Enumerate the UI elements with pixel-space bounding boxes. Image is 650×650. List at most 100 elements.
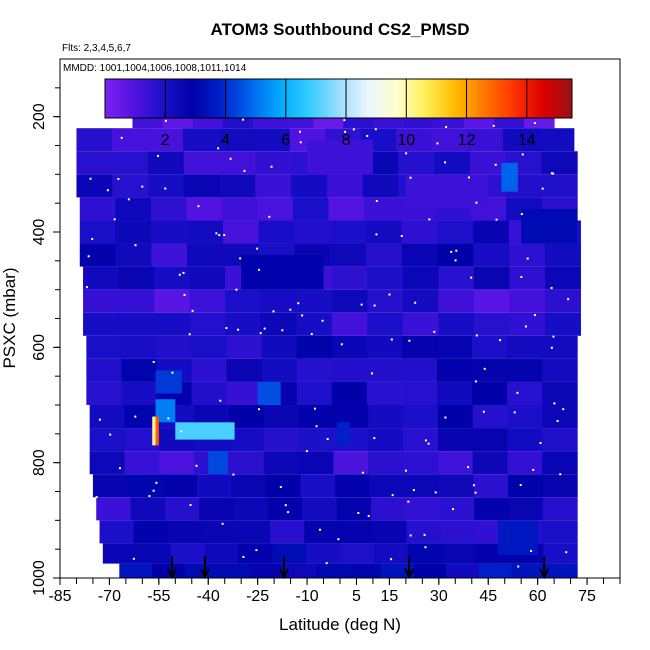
heatmap-cell — [438, 312, 475, 336]
x-tick-label: -10 — [295, 588, 318, 605]
heatmap-speckle — [215, 232, 218, 235]
heatmap-speckle — [305, 450, 308, 453]
heatmap-cell — [76, 128, 113, 152]
heatmap-cell — [403, 451, 439, 475]
heatmap-speckle — [370, 372, 373, 375]
heatmap-cell — [226, 358, 263, 382]
heatmap-speckle — [541, 187, 544, 190]
colorbar-tick-label: 14 — [518, 132, 536, 149]
heatmap-cell — [79, 197, 116, 221]
colorbar-tick-label: 4 — [221, 132, 230, 149]
heatmap-speckle — [221, 522, 224, 525]
heatmap-speckle — [156, 154, 159, 157]
heatmap-speckle — [470, 276, 473, 279]
heatmap-speckle — [343, 119, 346, 122]
heatmap-speckle — [299, 130, 302, 133]
heatmap-cell — [437, 243, 474, 267]
heatmap-cell — [406, 520, 442, 544]
heatmap-cell — [330, 220, 367, 244]
heatmap-cell — [366, 381, 403, 405]
heatmap-cell — [401, 358, 438, 382]
heatmap-cell — [263, 428, 300, 452]
heatmap-cell — [255, 174, 292, 198]
heatmap-cell — [507, 428, 543, 452]
heatmap-speckle — [483, 367, 486, 370]
heatmap-speckle — [375, 200, 378, 203]
heatmap-cell — [89, 405, 125, 429]
heatmap-cell — [260, 312, 297, 336]
heatmap-speckle — [171, 371, 174, 374]
heatmap-cell — [186, 197, 223, 221]
heatmap-speckle — [482, 410, 485, 413]
heatmap-cell — [405, 497, 441, 521]
heatmap-cell — [282, 563, 317, 578]
heatmap-cell — [219, 174, 256, 198]
heatmap-cell — [507, 451, 543, 475]
heatmap-cell — [183, 151, 221, 175]
heatmap-speckle — [352, 128, 355, 131]
heatmap-cell — [326, 174, 364, 198]
heatmap-cell — [507, 335, 543, 359]
heatmap-speckle — [106, 189, 109, 192]
heatmap-speckle — [474, 491, 477, 494]
profile-marker-arrow — [167, 568, 177, 580]
y-tick-label: 400 — [31, 219, 48, 246]
heatmap-speckle — [237, 328, 240, 331]
heatmap-speckle — [366, 134, 369, 137]
heatmap-cell — [541, 174, 578, 198]
heatmap-cell — [102, 543, 138, 564]
heatmap-cell — [118, 266, 155, 290]
heatmap-cell — [115, 197, 152, 221]
heatmap-cell — [348, 563, 382, 578]
heatmap-cell — [92, 474, 129, 498]
heatmap-patch — [152, 416, 156, 446]
heatmap-speckle — [195, 464, 198, 467]
heatmap-speckle — [444, 416, 447, 419]
heatmap-cell — [479, 563, 513, 578]
heatmap-speckle — [337, 538, 340, 541]
heatmap-speckle — [550, 172, 553, 175]
heatmap-cell — [368, 405, 404, 429]
heatmap-speckle — [434, 491, 437, 494]
heatmap-cell — [257, 197, 294, 221]
heatmap-speckle — [390, 558, 393, 561]
heatmap-speckle — [217, 147, 220, 150]
heatmap-cell — [474, 497, 509, 521]
heatmap-cell — [112, 128, 149, 152]
profile-marker-arrow — [200, 568, 210, 580]
heatmap-cell — [315, 563, 349, 578]
heatmap-cell — [509, 312, 546, 336]
heatmap-speckle — [272, 310, 275, 313]
heatmap-speckle — [391, 494, 394, 497]
heatmap-speckle — [375, 233, 378, 236]
heatmap-speckle — [232, 473, 235, 476]
x-tick-label: -70 — [98, 588, 121, 605]
heatmap-cell — [258, 220, 295, 244]
heatmap-cell — [366, 358, 403, 382]
heatmap-cell — [331, 312, 368, 336]
heatmap-speckle — [319, 528, 322, 531]
heatmap-cell — [148, 151, 185, 175]
heatmap-speckle — [559, 473, 562, 476]
heatmap-speckle — [113, 218, 116, 221]
heatmap-speckle — [310, 333, 313, 336]
heatmap-cell — [148, 174, 185, 198]
heatmap-cell — [265, 474, 301, 498]
heatmap-speckle — [132, 557, 135, 560]
heatmap-speckle — [178, 273, 181, 276]
heatmap-speckle — [85, 286, 88, 289]
heatmap-cell — [472, 335, 508, 359]
heatmap-cell — [228, 451, 265, 475]
heatmap-cell — [86, 358, 122, 382]
heatmap-speckle — [454, 259, 457, 262]
x-tick-label: 15 — [381, 588, 399, 605]
heatmap-cell — [544, 243, 581, 267]
colorbar — [104, 78, 573, 119]
heatmap-patch — [498, 520, 538, 555]
heatmap-cell — [159, 451, 195, 475]
heatmap-cell — [189, 312, 226, 336]
heatmap-cell — [446, 563, 480, 578]
heatmap-cell — [191, 358, 228, 382]
heatmap-cell — [218, 128, 255, 152]
heatmap-cell — [228, 405, 265, 429]
